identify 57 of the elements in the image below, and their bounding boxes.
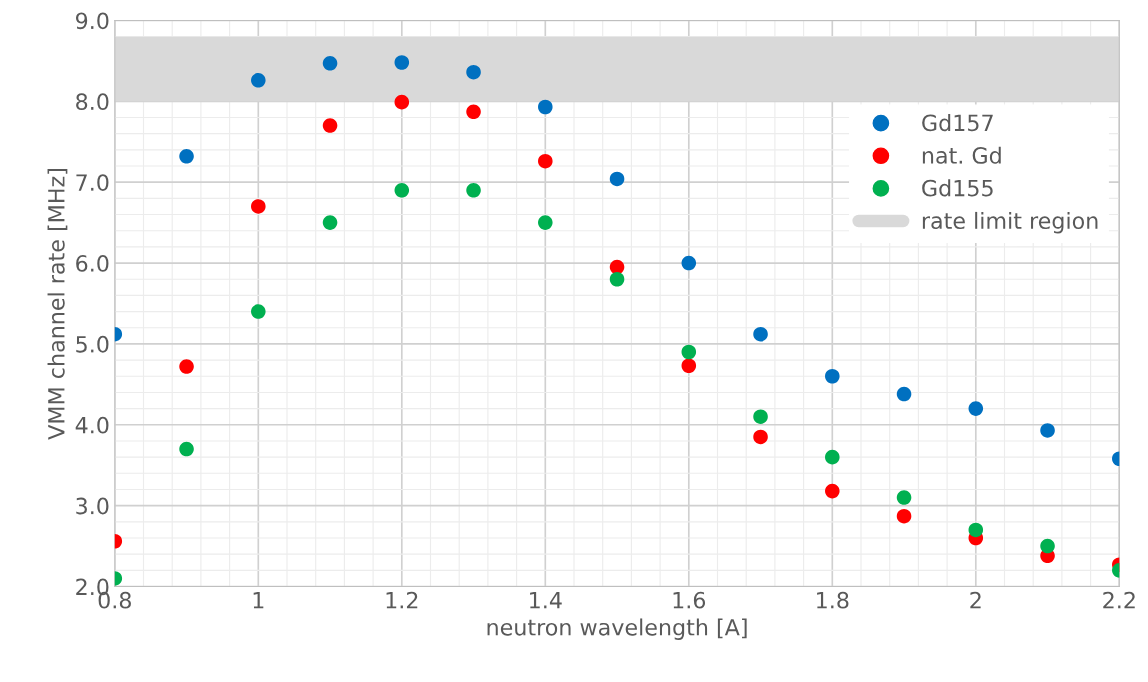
point [394,94,410,110]
point [753,409,768,424]
point [609,171,625,187]
legend-label: nat. Gd [922,146,1001,164]
point [609,271,625,287]
point [394,55,410,70]
y-tick-label: 9.0 [76,12,109,30]
y-tick-label: 5.0 [76,335,109,353]
point [896,508,912,524]
legend-label: rate limit region [922,211,1098,234]
point [753,326,768,342]
point [753,429,768,445]
point [251,304,266,319]
x-tick-label: 1.2 [386,591,418,609]
point [1040,538,1055,554]
point [538,215,553,230]
x-tick-label: 1 [253,592,264,609]
point [322,118,338,133]
point [251,73,266,88]
y-tick-label: 3.0 [76,497,109,515]
point [179,441,194,457]
point [825,368,840,384]
y-axis-title: VMM channel rate [MHz] [47,169,68,440]
x-tick-label: 1.8 [817,591,849,609]
point [466,64,481,80]
y-tick-label: 6.0 [76,255,109,272]
x-axis-title: neutron wavelength [A] [487,618,747,640]
point [681,344,697,360]
point [609,259,625,275]
point [896,490,912,505]
point [896,386,912,402]
y-tick-label: 8.0 [76,93,109,111]
legend-label: Gd155 [922,179,993,197]
point [825,483,840,499]
y-tick-label: 4.0 [75,416,109,434]
point [466,182,481,198]
point [538,99,553,115]
point [394,182,410,198]
x-tick-label: 2.2 [1103,591,1135,609]
point [251,199,266,214]
point [681,255,697,271]
point [466,104,481,120]
point [681,358,697,374]
point [968,401,984,416]
point [179,149,194,164]
point [968,522,984,538]
x-tick-label: 2 [970,591,981,609]
point [538,153,553,169]
legend-label: Gd157 [922,114,993,132]
point [1040,423,1055,438]
point [825,449,840,465]
y-tick-label: 7.0 [76,174,109,191]
point [322,215,338,230]
point [322,56,338,71]
point [179,359,194,374]
x-tick-label: 1.4 [530,592,562,609]
x-tick-label: 1.6 [673,591,706,609]
